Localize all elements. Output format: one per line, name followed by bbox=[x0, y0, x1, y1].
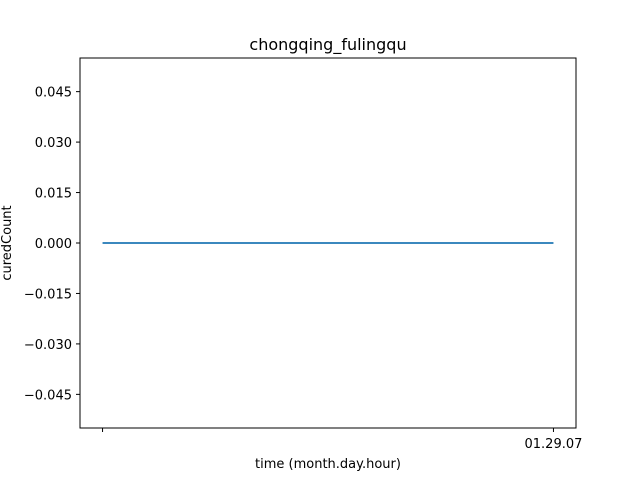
x-axis-label: time (month.day.hour) bbox=[255, 457, 401, 472]
y-tick-label: −0.030 bbox=[24, 338, 72, 353]
chart-title: chongqing_fulingqu bbox=[249, 35, 406, 55]
y-tick-label: −0.045 bbox=[24, 388, 72, 403]
y-tick-label: −0.015 bbox=[24, 287, 72, 302]
y-tick-label: 0.015 bbox=[35, 187, 72, 202]
y-axis-ticks: 0.045 0.030 0.015 0.000 −0.015 −0.030 −0.045 bbox=[24, 86, 80, 403]
x-tick-label: 01.29.07 bbox=[525, 437, 583, 452]
y-axis-label: curedCount bbox=[0, 205, 15, 280]
y-tick-label: 0.000 bbox=[35, 237, 72, 252]
y-tick-label: 0.030 bbox=[35, 136, 72, 151]
x-axis-ticks: 01.29.07 bbox=[102, 428, 583, 452]
y-tick-label: 0.045 bbox=[35, 86, 72, 101]
